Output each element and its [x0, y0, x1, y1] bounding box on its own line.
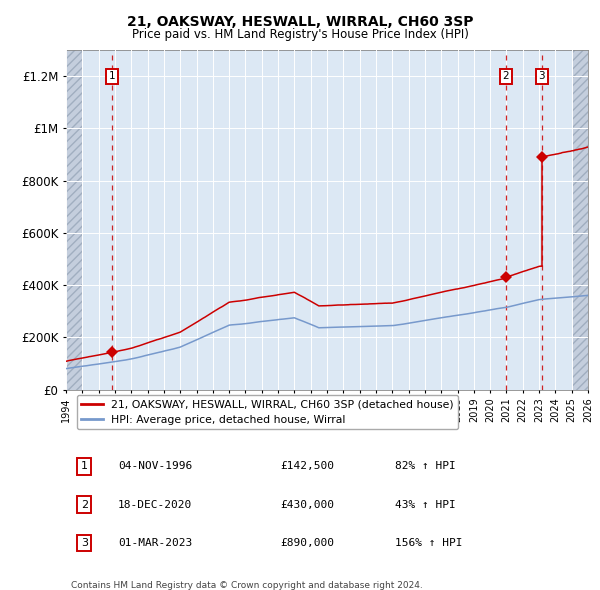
- Text: 43% ↑ HPI: 43% ↑ HPI: [395, 500, 455, 510]
- Text: 04-NOV-1996: 04-NOV-1996: [118, 461, 193, 471]
- Text: 3: 3: [538, 71, 545, 81]
- Text: 3: 3: [81, 538, 88, 548]
- Bar: [572, 50, 588, 389]
- Text: £430,000: £430,000: [280, 500, 334, 510]
- Text: 82% ↑ HPI: 82% ↑ HPI: [395, 461, 455, 471]
- Text: 156% ↑ HPI: 156% ↑ HPI: [395, 538, 463, 548]
- Legend: 21, OAKSWAY, HESWALL, WIRRAL, CH60 3SP (detached house), HPI: Average price, det: 21, OAKSWAY, HESWALL, WIRRAL, CH60 3SP (…: [77, 395, 458, 429]
- Bar: [66, 50, 82, 389]
- Text: 1: 1: [81, 461, 88, 471]
- Text: 18-DEC-2020: 18-DEC-2020: [118, 500, 193, 510]
- Text: 01-MAR-2023: 01-MAR-2023: [118, 538, 193, 548]
- Text: 2: 2: [502, 71, 509, 81]
- Text: £890,000: £890,000: [280, 538, 334, 548]
- Text: 1: 1: [109, 71, 116, 81]
- Text: 21, OAKSWAY, HESWALL, WIRRAL, CH60 3SP: 21, OAKSWAY, HESWALL, WIRRAL, CH60 3SP: [127, 15, 473, 29]
- Text: Contains HM Land Registry data © Crown copyright and database right 2024.: Contains HM Land Registry data © Crown c…: [71, 581, 423, 590]
- Text: £142,500: £142,500: [280, 461, 334, 471]
- Text: 2: 2: [81, 500, 88, 510]
- Text: Price paid vs. HM Land Registry's House Price Index (HPI): Price paid vs. HM Land Registry's House …: [131, 28, 469, 41]
